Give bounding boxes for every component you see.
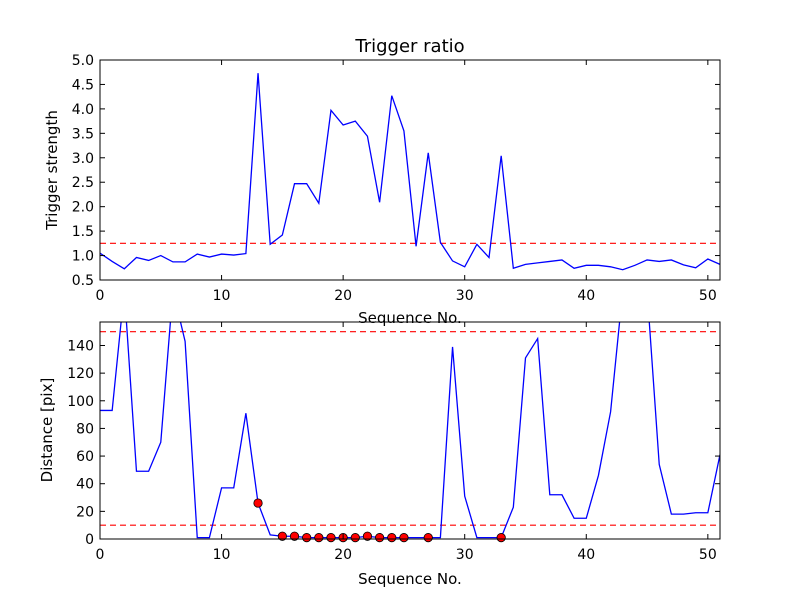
- y-tick-label: 20: [76, 504, 94, 520]
- y-tick-label: 1.5: [72, 224, 94, 240]
- y-tick-label: 40: [76, 477, 94, 493]
- plot-frame: [99, 321, 721, 540]
- data-point: [399, 533, 409, 543]
- x-tick-label: 40: [577, 547, 595, 563]
- y-tick-label: 1.0: [72, 249, 94, 265]
- y-tick-label: 3.5: [72, 126, 94, 142]
- plot-frame: [99, 59, 721, 281]
- series-line: [100, 322, 720, 539]
- x-tick-label: 0: [96, 288, 105, 304]
- y-tick-label: 4.5: [72, 77, 94, 93]
- x-tick-label: 20: [334, 547, 352, 563]
- chart-title: Trigger ratio: [354, 36, 464, 57]
- data-point: [326, 533, 336, 543]
- y-tick-label: 2.5: [72, 175, 94, 191]
- x-tick-label: 10: [213, 547, 231, 563]
- y-tick-label: 140: [67, 338, 94, 354]
- y-axis-label: Trigger strength: [43, 110, 61, 231]
- x-tick-label: 50: [699, 288, 717, 304]
- x-tick-label: 30: [456, 288, 474, 304]
- data-point: [387, 533, 397, 543]
- data-point: [253, 498, 263, 508]
- x-tick-label: 20: [334, 288, 352, 304]
- data-point: [375, 533, 385, 543]
- data-point: [423, 533, 433, 543]
- data-point: [350, 533, 360, 543]
- y-tick-label: 2.0: [72, 200, 94, 216]
- trigger-ratio-chart: Trigger ratio 0 10 20 30 40 50 0.5 1.0 1.5 2.0 2.5…: [43, 36, 721, 327]
- data-point: [289, 531, 300, 541]
- y-tick-label: 5.0: [72, 53, 94, 69]
- data-point: [496, 533, 506, 543]
- data-point: [362, 531, 373, 541]
- x-axis-label: Sequence No.: [358, 309, 462, 327]
- y-tick-label: 4.0: [72, 102, 94, 118]
- y-tick-label: 60: [76, 449, 94, 465]
- x-tick-label: 40: [577, 288, 595, 304]
- y-tick-label: 0.5: [72, 273, 94, 289]
- y-tick-label: 80: [76, 421, 94, 437]
- plot-area: 0 10 20 30 40 50 0.5 1.0 1.5 2.0 2.5 3.0 3.5 4.0 4.5 5.…: [72, 53, 721, 304]
- x-axis-label: Sequence No.: [358, 570, 462, 588]
- y-axis-label: Distance [pix]: [38, 378, 56, 483]
- series-line: [100, 73, 720, 271]
- y-tick-label: 100: [67, 394, 94, 410]
- y-tick-label: 3.0: [72, 151, 94, 167]
- y-tick-label: 120: [67, 366, 94, 382]
- distance-chart: 0 10 20 30 40 50 0 20 40 60 80 100 120 140 Sequence N…: [38, 321, 721, 588]
- x-tick-label: 10: [213, 288, 231, 304]
- data-point: [314, 533, 324, 543]
- y-tick-label: 0: [85, 532, 94, 548]
- x-tick-label: 0: [96, 547, 105, 563]
- data-point: [277, 531, 287, 541]
- x-tick-label: 30: [456, 547, 474, 563]
- plot-area: 0 10 20 30 40 50 0 20 40 60 80 100 120 140: [67, 321, 721, 563]
- x-tick-label: 50: [699, 547, 717, 563]
- data-point: [302, 533, 312, 543]
